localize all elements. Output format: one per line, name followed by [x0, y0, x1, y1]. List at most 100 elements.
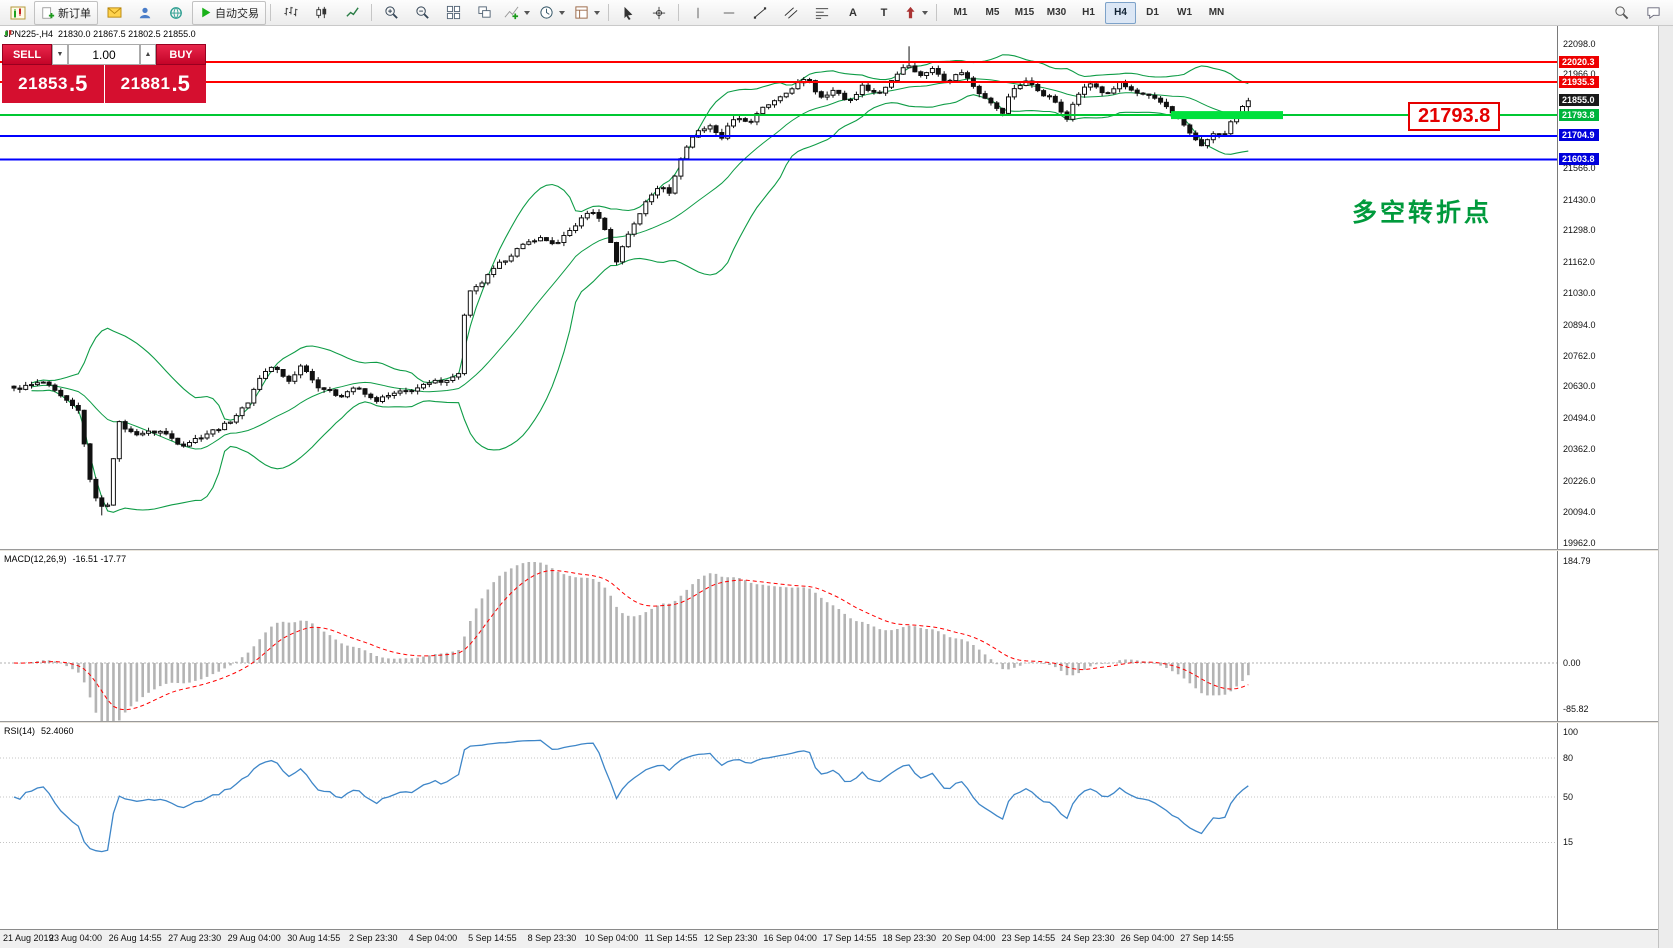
arrows-tool[interactable]	[900, 1, 932, 25]
cascade-windows-button[interactable]	[469, 1, 499, 25]
time-axis-label: 27 Aug 23:30	[168, 933, 222, 943]
timeframe-m5[interactable]: M5	[985, 7, 1000, 18]
time-axis-label: 21 Aug 2019	[3, 933, 54, 943]
symbol-ohlc: 21830.0 21867.5 21802.5 21855.0	[58, 29, 196, 39]
autotrading-button[interactable]: 自动交易	[192, 0, 266, 25]
sell-price-fraction: .5	[68, 71, 88, 96]
text-tool-icon: A	[849, 6, 857, 19]
clock-icon	[540, 6, 553, 19]
chart-workspace: JPN225-,H4 21830.0 21867.5 21802.5 21855…	[0, 26, 1673, 948]
person-icon	[139, 7, 151, 18]
rsi-axis-label: 80	[1563, 752, 1574, 763]
chevron-down-icon	[559, 10, 565, 15]
zoom-in-button[interactable]	[376, 1, 406, 25]
price-badge: 21704.9	[1559, 129, 1599, 142]
volume-decrease-button[interactable]: ▼	[52, 44, 68, 65]
time-axis-label: 23 Sep 14:55	[1001, 933, 1056, 943]
volume-input[interactable]: 1.00	[68, 44, 140, 65]
time-axis[interactable]: 21 Aug 2019 23 Aug 04:00 26 Aug 14:55 27 Au…	[0, 929, 1558, 948]
price-axis-label: 22098.0	[1563, 38, 1596, 49]
mailbox-button[interactable]	[99, 1, 129, 25]
candlestick-icon	[315, 6, 326, 19]
text-tool[interactable]: A	[838, 1, 868, 25]
price-axis-label: 20226.0	[1563, 475, 1596, 486]
channel-tool[interactable]	[776, 1, 806, 25]
rsi-axis-label: 15	[1563, 837, 1574, 847]
panel-separator[interactable]	[0, 721, 1558, 723]
search-button[interactable]	[1606, 1, 1636, 25]
sell-button[interactable]: SELL	[2, 44, 52, 65]
arrow-stamp-icon	[906, 6, 915, 19]
rsi-indicator-panel[interactable]: RSI(14) 52.4060	[0, 723, 1558, 929]
price-badge: 21603.8	[1559, 152, 1599, 165]
rsi-axis-label: 100	[1563, 726, 1579, 737]
chevron-down-icon	[922, 10, 928, 15]
timeframe-h4[interactable]: H4	[1105, 1, 1136, 24]
panel-separator[interactable]	[0, 549, 1558, 551]
sell-price: 21853	[18, 74, 68, 93]
tile-windows-button[interactable]	[438, 1, 468, 25]
timeframe-d1[interactable]: D1	[1146, 7, 1159, 18]
candlestick-plot	[0, 46, 1557, 516]
time-axis-label: 27 Sep 14:55	[1180, 933, 1234, 943]
price-level-callout[interactable]: 21793.8	[1408, 102, 1501, 131]
new-order-button[interactable]: 新订单	[34, 0, 98, 25]
timeframe-w1[interactable]: W1	[1177, 7, 1192, 18]
templates-button[interactable]	[570, 1, 604, 25]
chart-annotation-text[interactable]: 多空转折点	[1352, 199, 1493, 227]
time-axis-label: 16 Sep 04:00	[763, 933, 817, 943]
label-tool[interactable]: T	[869, 1, 899, 25]
zoom-out-button[interactable]	[407, 1, 437, 25]
periods-button[interactable]	[535, 1, 569, 25]
label-tool-icon: T	[880, 6, 888, 19]
window-edge-strip	[1658, 26, 1673, 948]
mql5-button[interactable]	[161, 1, 191, 25]
line-chart-button[interactable]	[337, 1, 367, 25]
vertical-line-tool[interactable]	[683, 1, 713, 25]
rsi-title: RSI(14) 52.4060	[4, 726, 74, 736]
candlestick-chart-button[interactable]	[306, 1, 336, 25]
toolbar-separator	[371, 4, 372, 21]
timeframe-mn[interactable]: MN	[1208, 7, 1225, 18]
buy-price-panel[interactable]: 21881 .5	[104, 65, 206, 103]
sell-price-panel[interactable]: 21853 .5	[2, 65, 104, 103]
chevron-down-icon	[594, 10, 600, 15]
trendline-tool[interactable]	[745, 1, 775, 25]
volume-increase-button[interactable]: ▲	[140, 44, 156, 65]
macd-axis[interactable]: 184.79 0.00 -85.82	[1558, 551, 1658, 721]
horizontal-line-icon	[723, 12, 735, 13]
indicators-button[interactable]	[500, 1, 534, 25]
main-price-chart[interactable]: JPN225-,H4 21830.0 21867.5 21802.5 21855…	[0, 26, 1558, 549]
cursor-tool-button[interactable]	[613, 1, 643, 25]
community-button[interactable]	[130, 1, 160, 25]
vertical-line-icon	[697, 7, 699, 18]
fibonacci-tool[interactable]	[807, 1, 837, 25]
chat-bubble-icon	[1646, 7, 1660, 20]
symbol-name: JPN225-,H4	[4, 29, 54, 39]
rsi-axis-label: 50	[1563, 791, 1574, 802]
rsi-plot	[0, 739, 1557, 853]
price-badge: 22020.3	[1559, 55, 1599, 68]
timeframe-m1[interactable]: M1	[953, 7, 968, 18]
timeframe-h1[interactable]: H1	[1082, 7, 1095, 18]
rsi-axis[interactable]: 100 80 50 15	[1558, 723, 1658, 929]
toolbar-separator	[936, 4, 937, 21]
timeframe-m15[interactable]: M15	[1014, 7, 1035, 18]
cursor-icon	[624, 6, 633, 20]
price-axis-label: 20894.0	[1563, 319, 1596, 330]
time-axis-label: 12 Sep 23:30	[703, 933, 758, 943]
timeframe-m30[interactable]: M30	[1046, 7, 1067, 18]
horizontal-line-tool[interactable]	[714, 1, 744, 25]
main-price-axis[interactable]: 22098.0 21966.0 21566.0 21430.0 21298.0 21162…	[1558, 26, 1658, 549]
time-axis-label: 5 Sep 14:55	[468, 933, 517, 943]
macd-axis-label: 0.00	[1563, 657, 1581, 668]
one-click-trading-widget: SELL ▼ 1.00 ▲ BUY 21853 .5 21881 .5	[2, 44, 206, 103]
crosshair-tool-button[interactable]	[644, 1, 674, 25]
time-axis-label: 23 Aug 04:00	[49, 933, 103, 943]
macd-indicator-panel[interactable]: MACD(12,26,9) -16.51 -17.77	[0, 551, 1558, 721]
price-axis-label: 20494.0	[1563, 413, 1596, 424]
bar-chart-button[interactable]	[275, 1, 305, 25]
chat-button[interactable]	[1638, 1, 1668, 25]
buy-button[interactable]: BUY	[156, 44, 206, 65]
chart-mini-icon	[5, 30, 12, 36]
